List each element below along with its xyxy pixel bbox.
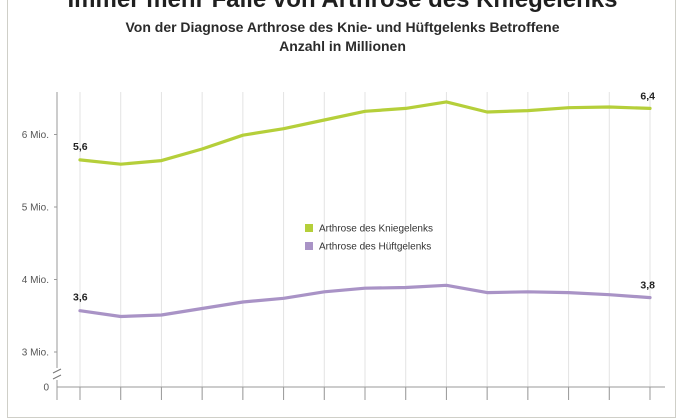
chart-series <box>78 100 652 319</box>
subtitle-line-2: Anzahl in Millionen <box>279 38 406 54</box>
y-tick-label: 4 Mio. <box>22 275 49 286</box>
y-tick-label: 6 Mio. <box>22 130 49 141</box>
data-label-first: 5,6 <box>73 141 88 153</box>
subtitle-line-1: Von der Diagnose Arthrose des Knie- und … <box>125 19 560 35</box>
series-line-2 <box>78 283 652 319</box>
axis-break-mark <box>52 368 62 374</box>
legend-label: Arthrose des Kniegelenks <box>319 224 433 235</box>
chart-subtitle: Von der Diagnose Arthrose des Knie- und … <box>0 18 685 56</box>
chart-title: Immer mehr Fälle von Arthrose des Kniege… <box>0 0 685 14</box>
y-tick-label: 3 Mio. <box>22 348 49 359</box>
chart-frame <box>7 0 676 418</box>
chart-grid <box>79 92 651 400</box>
axis-break-mark <box>52 374 62 380</box>
y-tick-label: 5 Mio. <box>22 203 49 214</box>
legend-swatch <box>305 224 313 232</box>
data-label-first: 3,6 <box>73 292 88 304</box>
chart-legend: Arthrose des Kniegelenks Arthrose des Hüf… <box>305 224 433 253</box>
series-line-1 <box>78 100 652 166</box>
chart-data-labels: 5,6 6,4 3,6 3,8 <box>73 90 655 303</box>
legend-swatch <box>305 242 313 250</box>
y-tick-label-zero: 0 <box>43 383 49 394</box>
data-label-last: 6,4 <box>640 90 655 102</box>
data-label-last: 3,8 <box>640 280 655 292</box>
chart-axes: 3 Mio. 4 Mio. 5 Mio. 6 Mio. 0 <box>22 92 665 400</box>
legend-label: Arthrose des Hüftgelenks <box>319 242 431 253</box>
line-chart: 3 Mio. 4 Mio. 5 Mio. 6 Mio. 0 5,6 6,4 3,6 3,8 A… <box>22 90 665 400</box>
